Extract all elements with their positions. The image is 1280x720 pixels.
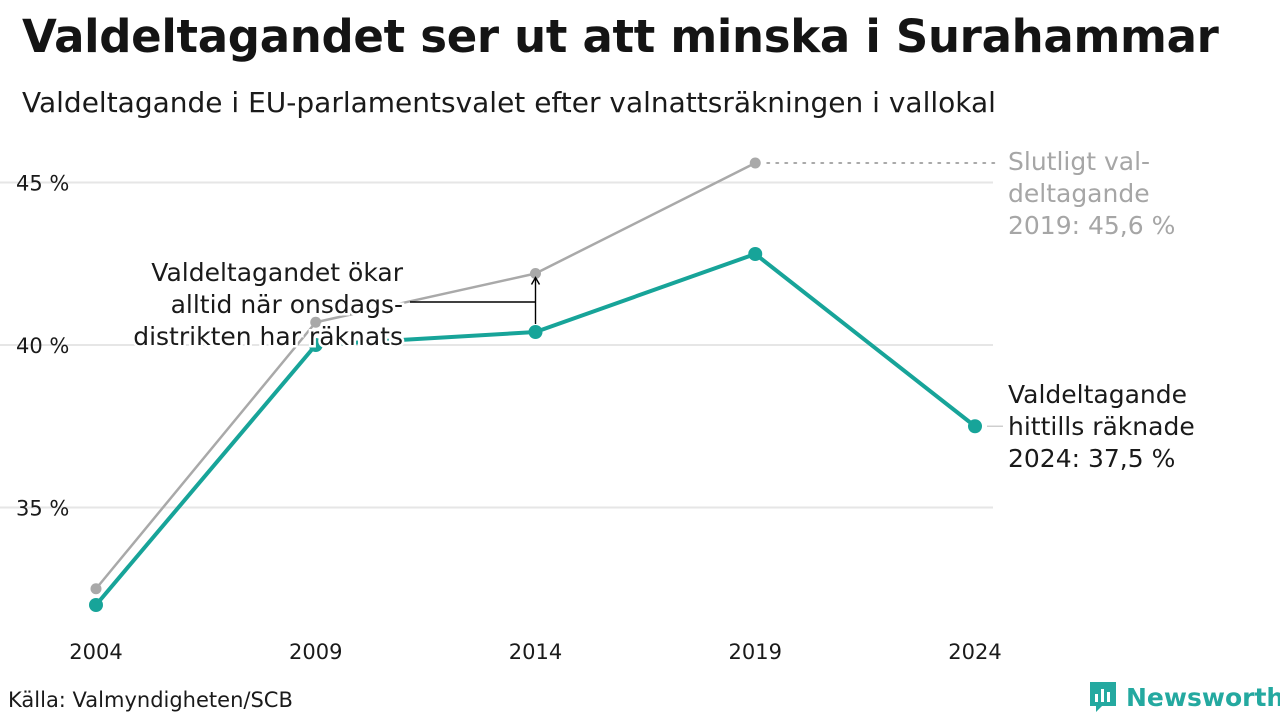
source-note: Källa: Valmyndigheten/SCB [8,688,293,712]
x-tick-label: 2014 [509,640,562,664]
y-tick-label: 45 % [16,172,69,196]
chart-title: Valdeltagandet ser ut att minska i Surah… [22,10,1219,63]
final-note-text: deltagande [1008,179,1150,208]
current-note-text: hittills räknade [1008,412,1195,441]
x-tick-label: 2004 [69,640,122,664]
data-point-election-night [748,247,763,261]
data-point-final [90,583,102,595]
newsworthy-logo-icon [1090,682,1116,712]
x-tick-label: 2009 [289,640,342,664]
x-tick-label: 2024 [948,640,1001,664]
y-tick-label: 40 % [16,334,69,358]
brand-name: Newsworthy [1126,682,1280,712]
series-line-final [95,161,756,590]
gap-note-text: alltid när onsdags- [171,290,403,319]
gap-note-text: Valdeltagandet ökar [151,258,403,287]
chart-subtitle: Valdeltagande i EU-parlamentsvalet efter… [22,86,996,119]
gap-arrow-head [530,276,541,285]
data-point-final [310,316,322,328]
current-note-text: 2024: 37,5 % [1008,444,1175,473]
y-tick-label: 35 % [16,497,69,521]
gap-note-text: distrikten har räknats [133,322,403,351]
data-point-final [749,157,761,169]
data-point-election-night [89,598,103,612]
data-point-final [530,268,541,279]
data-point-election-night [528,325,543,339]
data-point-election-night [308,338,323,352]
data-point-election-night [968,419,982,434]
brand[interactable]: Newsworthy [1088,680,1280,714]
x-tick-label: 2019 [729,640,782,664]
current-note-text: Valdeltagande [1008,380,1187,409]
final-note-text: 2019: 45,6 % [1008,211,1175,240]
final-note-text: Slutligt val- [1008,147,1150,176]
